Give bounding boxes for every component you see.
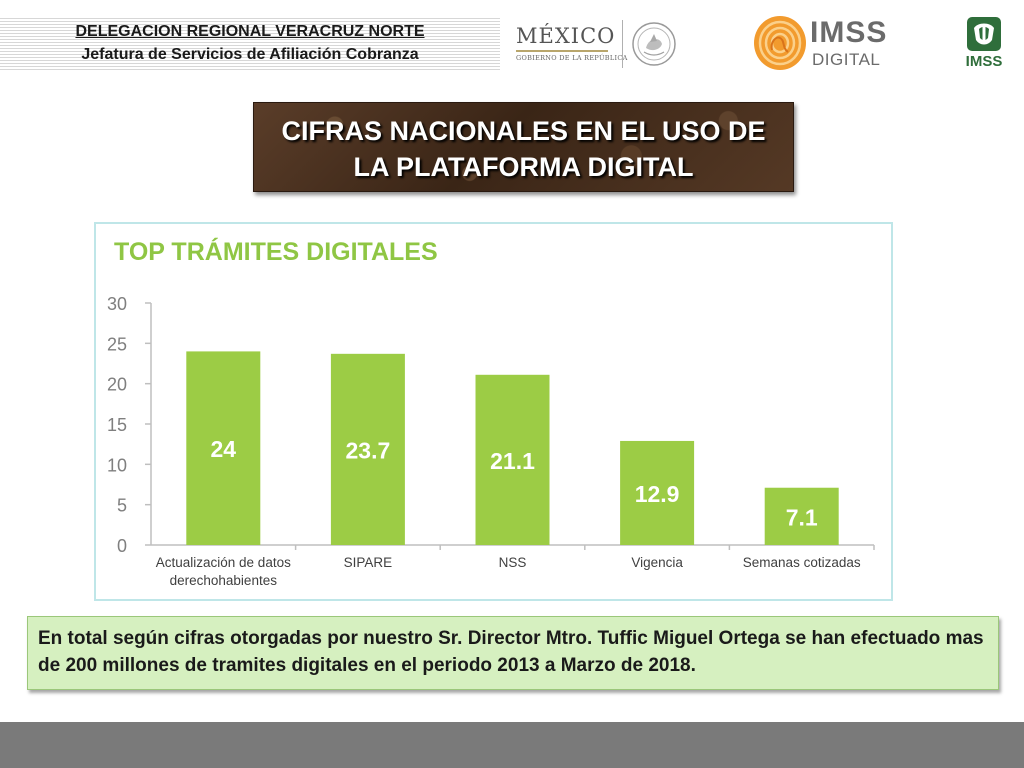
mexico-government-logo: MÉXICO GOBIERNO DE LA REPÚBLICA — [510, 14, 690, 74]
y-tick-label: 15 — [107, 415, 127, 435]
x-category-label: derechohabientes — [170, 573, 278, 588]
imss-wordmark: IMSS — [810, 16, 888, 49]
header-jefatura: Jefatura de Servicios de Afiliación Cobr… — [81, 46, 419, 63]
y-tick-label: 10 — [107, 455, 127, 475]
y-tick-label: 30 — [107, 294, 127, 314]
note-text: En total según cifras otorgadas por nues… — [38, 628, 984, 676]
y-tick-label: 20 — [107, 375, 127, 395]
mexico-subtitle: GOBIERNO DE LA REPÚBLICA — [516, 54, 628, 62]
x-category-label: Vigencia — [631, 555, 683, 570]
y-tick-label: 25 — [107, 334, 127, 354]
mexico-divider-bar — [516, 50, 608, 52]
x-category-label: SIPARE — [344, 555, 393, 570]
bar-data-label: 7.1 — [786, 504, 818, 530]
chart-panel: TOP TRÁMITES DIGITALES 0 5 10 15 20 25 30 24 Actu… — [94, 222, 893, 601]
title-box: CIFRAS NACIONALES EN EL USO DE LA PLATAF… — [253, 102, 794, 192]
bar-data-label: 24 — [211, 436, 237, 462]
mexico-separator — [622, 20, 623, 68]
header-text: DELEGACION REGIONAL VERACRUZ NORTE Jefat… — [0, 20, 500, 66]
imss-digital-logo: IMSS DIGITAL — [752, 12, 892, 74]
bar — [186, 351, 261, 545]
imss-emblem-text: IMSS — [965, 53, 1003, 70]
page-title: CIFRAS NACIONALES EN EL USO DE LA PLATAF… — [254, 113, 793, 185]
x-category-label: Semanas cotizadas — [743, 555, 861, 570]
mexico-wordmark: MÉXICO — [516, 24, 616, 48]
imss-emblem: IMSS — [962, 16, 1006, 72]
bar — [764, 487, 839, 545]
imss-digital-wordmark: DIGITAL — [812, 50, 881, 69]
bar-data-label: 21.1 — [490, 448, 535, 474]
note-box: En total según cifras otorgadas por nues… — [27, 616, 999, 690]
bar-chart: TOP TRÁMITES DIGITALES 0 5 10 15 20 25 30 24 Actu… — [107, 237, 875, 588]
page-title-line2: LA PLATAFORMA DIGITAL — [353, 152, 694, 182]
imss-eagle-icon — [967, 17, 1001, 51]
bar-data-label: 23.7 — [346, 437, 391, 463]
chart-title: TOP TRÁMITES DIGITALES — [114, 237, 438, 266]
x-category-label: Actualización de datos — [156, 555, 291, 570]
y-tick-label: 0 — [117, 536, 127, 556]
bar-data-label: 12.9 — [635, 481, 680, 507]
x-category-label: NSS — [499, 555, 527, 570]
imss-digital-fingerprint-icon — [754, 16, 806, 70]
bar — [620, 440, 695, 545]
bar — [330, 353, 405, 545]
bar — [475, 374, 550, 545]
page-title-line1: CIFRAS NACIONALES EN EL USO DE — [281, 116, 766, 146]
mexico-seal-icon — [632, 22, 676, 66]
header-delegacion: DELEGACION REGIONAL VERACRUZ NORTE — [75, 23, 425, 40]
header-band — [0, 16, 500, 70]
footer-band — [0, 722, 1024, 768]
y-tick-label: 5 — [117, 496, 127, 516]
